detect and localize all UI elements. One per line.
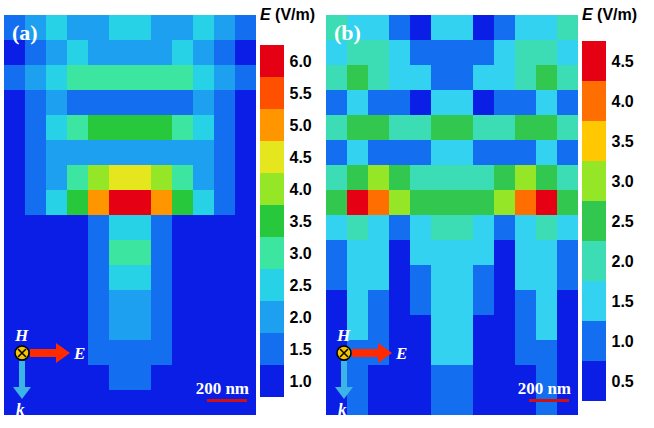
svg-text:(a): (a) (12, 20, 38, 45)
svg-text:(b): (b) (334, 20, 361, 45)
html-text:E (V/m): E (V/m) (582, 6, 638, 23)
svg-text:E: E (395, 344, 407, 363)
svg-text:4.0: 4.0 (612, 93, 634, 110)
svg-text:3.0: 3.0 (290, 245, 312, 262)
svg-text:E: E (73, 344, 85, 363)
svg-text:k: k (338, 400, 347, 419)
svg-text:5.5: 5.5 (290, 85, 312, 102)
svg-text:4.0: 4.0 (290, 181, 312, 198)
svg-text:3.5: 3.5 (290, 213, 312, 230)
svg-text:2.0: 2.0 (612, 253, 634, 270)
svg-text:1.5: 1.5 (290, 341, 312, 358)
svg-text:2.5: 2.5 (612, 213, 634, 230)
svg-text:3.5: 3.5 (612, 133, 634, 150)
svg-text:1.0: 1.0 (290, 373, 312, 390)
svg-text:4.5: 4.5 (612, 53, 634, 70)
svg-text:2.0: 2.0 (290, 309, 312, 326)
svg-text:0.5: 0.5 (612, 373, 634, 390)
svg-text:3.0: 3.0 (612, 173, 634, 190)
svg-text:200 nm: 200 nm (518, 379, 571, 398)
svg-text:2.5: 2.5 (290, 277, 312, 294)
svg-text:6.0: 6.0 (290, 53, 312, 70)
svg-text:H: H (14, 326, 29, 345)
svg-text:k: k (16, 400, 25, 419)
svg-text:1.5: 1.5 (612, 293, 634, 310)
svg-text:5.0: 5.0 (290, 117, 312, 134)
svg-text:4.5: 4.5 (290, 149, 312, 166)
html-text:E (V/m): E (V/m) (260, 6, 316, 23)
svg-text:H: H (336, 326, 351, 345)
svg-text:200 nm: 200 nm (196, 379, 249, 398)
svg-text:1.0: 1.0 (612, 333, 634, 350)
